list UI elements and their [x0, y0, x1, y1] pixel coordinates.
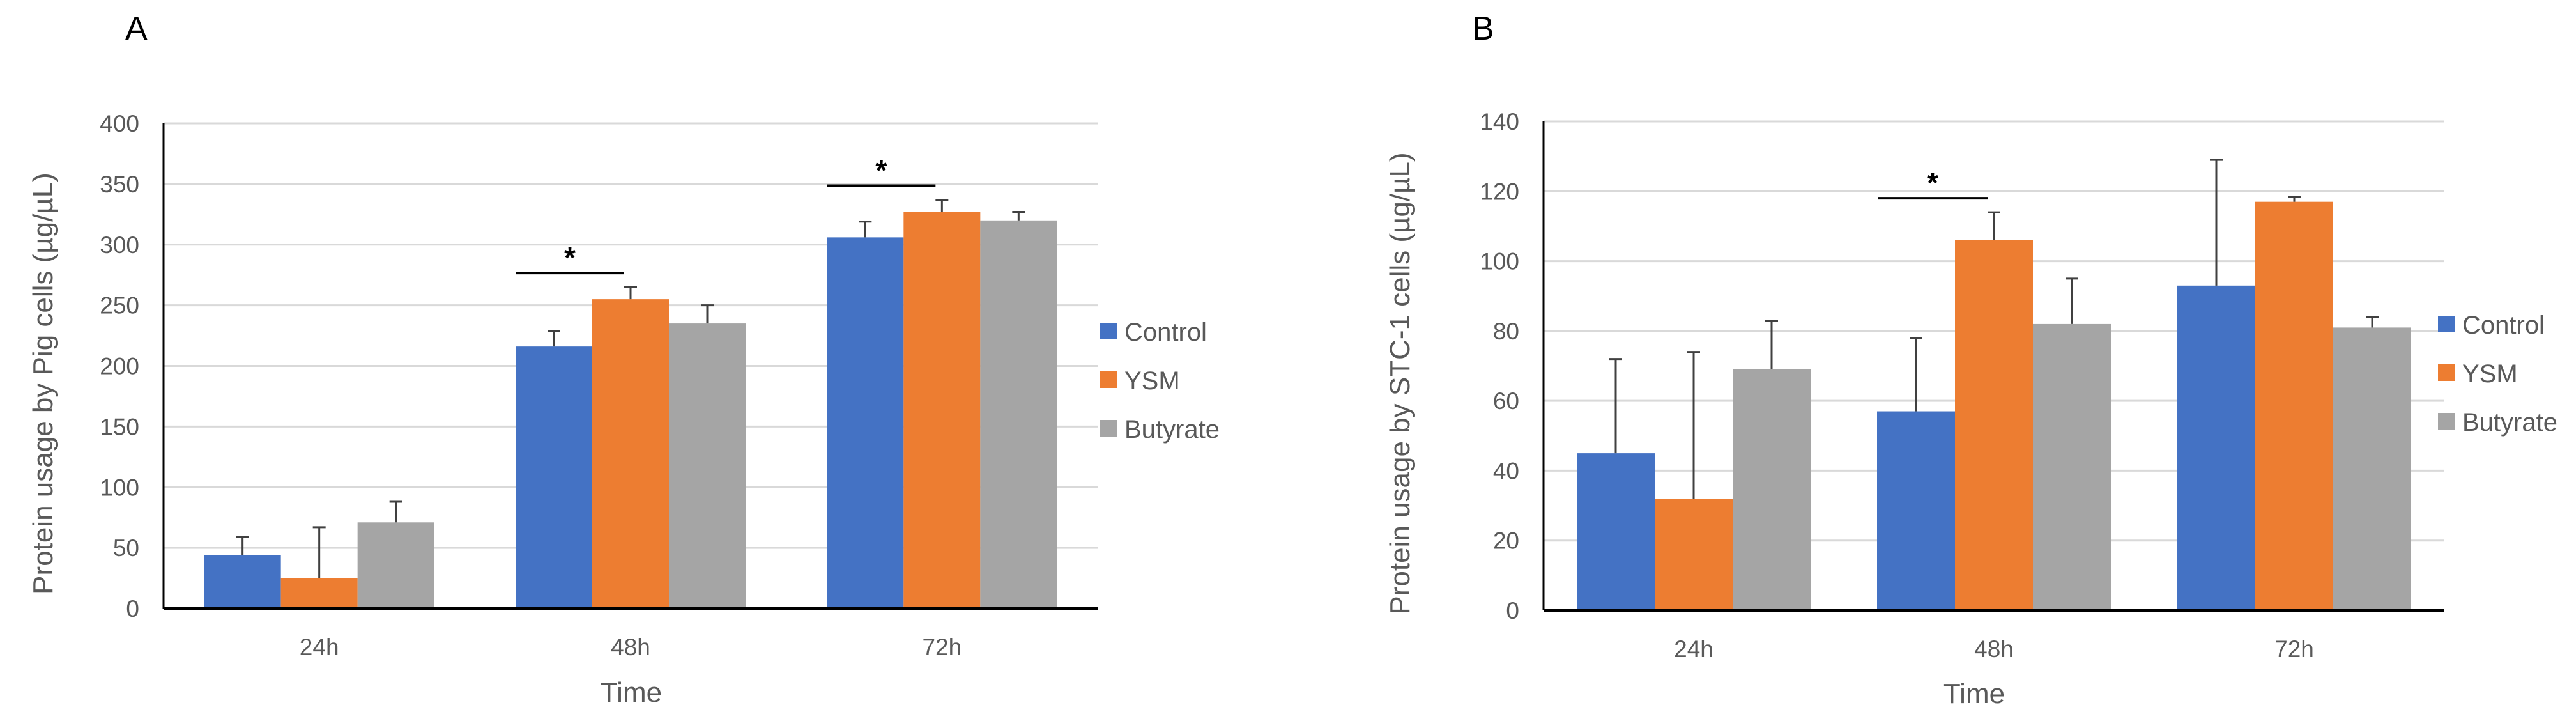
y-tick-label: 40	[1493, 458, 1519, 484]
bar-ysm	[2255, 201, 2333, 610]
panel-a-x-ticks: 24h 48h 72h	[300, 634, 962, 660]
bar-control	[204, 555, 281, 609]
panel-a-error-bars	[236, 199, 1025, 578]
legend-swatch-control	[2438, 316, 2455, 332]
legend-label-control: Control	[1124, 318, 1207, 346]
panel-b-x-axis-label: Time	[1943, 678, 2005, 709]
bar-ysm	[903, 212, 981, 609]
legend-swatch-butyrate	[2438, 413, 2455, 430]
bar-ysm	[592, 299, 669, 609]
legend-swatch-ysm	[2438, 364, 2455, 381]
bar-control	[1577, 453, 1655, 610]
legend-label-control: Control	[2462, 311, 2545, 339]
panel-b-x-ticks: 24h 48h 72h	[1674, 636, 2314, 662]
y-tick-label: 100	[100, 474, 139, 500]
panel-b-bars	[1577, 201, 2411, 610]
significance-star: *	[564, 241, 576, 274]
bar-control	[1877, 411, 1955, 610]
y-tick-label: 300	[100, 232, 139, 258]
panel-a-y-axis-label: Protein usage by Pig cells (µg/µL)	[27, 173, 59, 594]
x-tick-label: 72h	[2274, 636, 2314, 662]
panel-b: B * 0 20 40 60 80 100 120 140 24h 48h 72h Time Pr…	[1384, 10, 2557, 709]
legend-label-butyrate: Butyrate	[2462, 408, 2557, 437]
panel-a-significance: **	[516, 154, 936, 275]
y-tick-label: 0	[1506, 598, 1519, 624]
y-tick-label: 250	[100, 293, 139, 319]
legend-swatch-ysm	[1100, 371, 1117, 388]
bar-butyrate	[2333, 327, 2411, 610]
bar-control	[516, 346, 592, 609]
panel-a-axes	[162, 123, 1098, 610]
bar-control	[2177, 285, 2255, 610]
panel-a-y-ticks: 0 50 100 150 200 250 300 350 400	[100, 111, 139, 622]
legend-label-ysm: YSM	[2462, 360, 2518, 388]
y-tick-label: 0	[126, 596, 139, 622]
bar-ysm	[280, 578, 358, 609]
x-tick-label: 48h	[611, 634, 650, 660]
panel-b-label: B	[1472, 10, 1494, 47]
x-tick-label: 24h	[300, 634, 339, 660]
y-tick-label: 140	[1480, 109, 1519, 135]
significance-star: *	[1927, 166, 1938, 199]
panel-a-label: A	[125, 10, 148, 47]
x-tick-label: 72h	[922, 634, 962, 660]
y-tick-label: 400	[100, 111, 139, 137]
panel-b-axes	[1542, 121, 2444, 612]
y-tick-label: 20	[1493, 528, 1519, 554]
bar-butyrate	[1733, 369, 1811, 610]
y-tick-label: 150	[100, 414, 139, 440]
bar-butyrate	[2033, 323, 2111, 610]
y-tick-label: 200	[100, 353, 139, 380]
legend-label-ysm: YSM	[1124, 367, 1180, 395]
bar-ysm	[1655, 499, 1733, 610]
y-tick-label: 50	[113, 535, 139, 561]
bar-ysm	[1955, 240, 2033, 610]
bar-butyrate	[357, 522, 434, 609]
y-tick-label: 60	[1493, 388, 1519, 414]
legend-swatch-butyrate	[1100, 420, 1117, 437]
y-tick-label: 120	[1480, 178, 1519, 205]
legend-swatch-control	[1100, 323, 1117, 339]
panel-b-significance: *	[1878, 166, 1988, 200]
y-tick-label: 80	[1493, 318, 1519, 345]
panel-a-bars	[204, 212, 1057, 609]
y-tick-label: 350	[100, 171, 139, 198]
bar-butyrate	[980, 220, 1057, 609]
panel-b-error-bars	[1609, 159, 2379, 499]
significance-star: *	[875, 154, 887, 187]
legend-label-butyrate: Butyrate	[1124, 415, 1220, 444]
panel-b-y-ticks: 0 20 40 60 80 100 120 140	[1480, 109, 1519, 624]
x-tick-label: 48h	[1974, 636, 2014, 662]
panel-a-x-axis-label: Time	[601, 677, 662, 708]
bar-control	[827, 237, 904, 609]
panel-b-legend: Control YSM Butyrate	[2438, 311, 2557, 437]
y-tick-label: 100	[1480, 249, 1519, 275]
panel-b-y-axis-label: Protein usage by STC-1 cells (µg/µL)	[1384, 152, 1416, 614]
x-tick-label: 24h	[1674, 636, 1713, 662]
bar-butyrate	[669, 323, 746, 609]
panel-a-legend: Control YSM Butyrate	[1100, 318, 1220, 444]
